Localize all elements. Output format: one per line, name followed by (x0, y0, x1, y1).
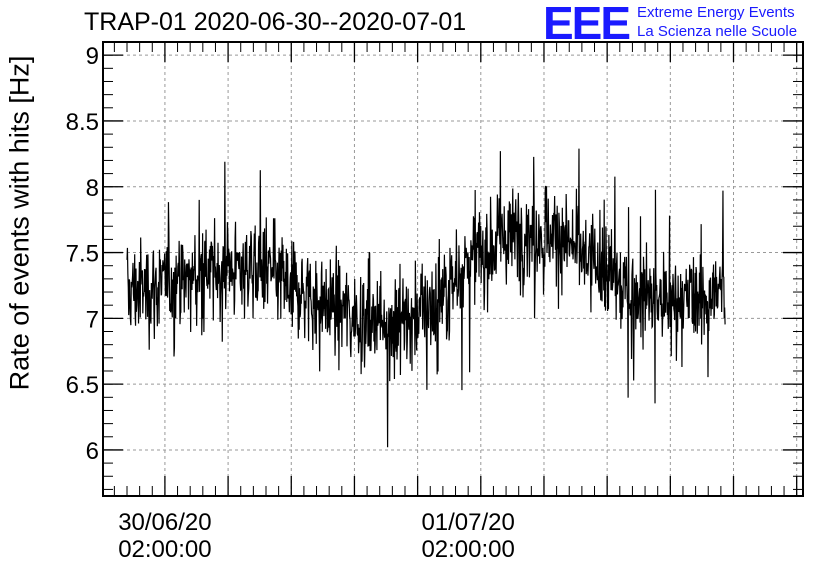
logo-line-2: La Scienza nelle Scuole (637, 23, 798, 40)
x-tick-date: 30/06/20 (118, 509, 211, 536)
x-tick-time: 02:00:00 (421, 536, 514, 563)
axis-ticks (103, 41, 803, 496)
plot-frame (102, 41, 804, 497)
chart-title: TRAP-01 2020-06-30--2020-07-01 (84, 8, 467, 36)
x-tick-date: 01/07/20 (421, 509, 514, 536)
x-tick-time: 02:00:00 (118, 536, 211, 563)
y-tick-label: 7 (86, 306, 99, 333)
rate-line (126, 148, 726, 448)
y-tick-label: 9 (86, 43, 99, 70)
y-tick-label: 8 (86, 175, 99, 202)
eee-logo-text: Extreme Energy Events La Scienza nelle S… (637, 3, 797, 41)
y-tick-label: 8.5 (66, 109, 99, 136)
y-axis-label: Rate of events with hits [Hz] (4, 55, 35, 391)
y-tick-labels: 6 6.5 7 7.5 8 8.5 9 (66, 43, 99, 465)
y-tick-label: 6.5 (66, 372, 99, 399)
logo-line-1: Extreme Energy Events (637, 4, 795, 21)
rate-series (126, 148, 726, 448)
y-tick-label: 7.5 (66, 241, 99, 268)
eee-logo: EEE (543, 0, 631, 49)
y-tick-label: 6 (86, 438, 99, 465)
